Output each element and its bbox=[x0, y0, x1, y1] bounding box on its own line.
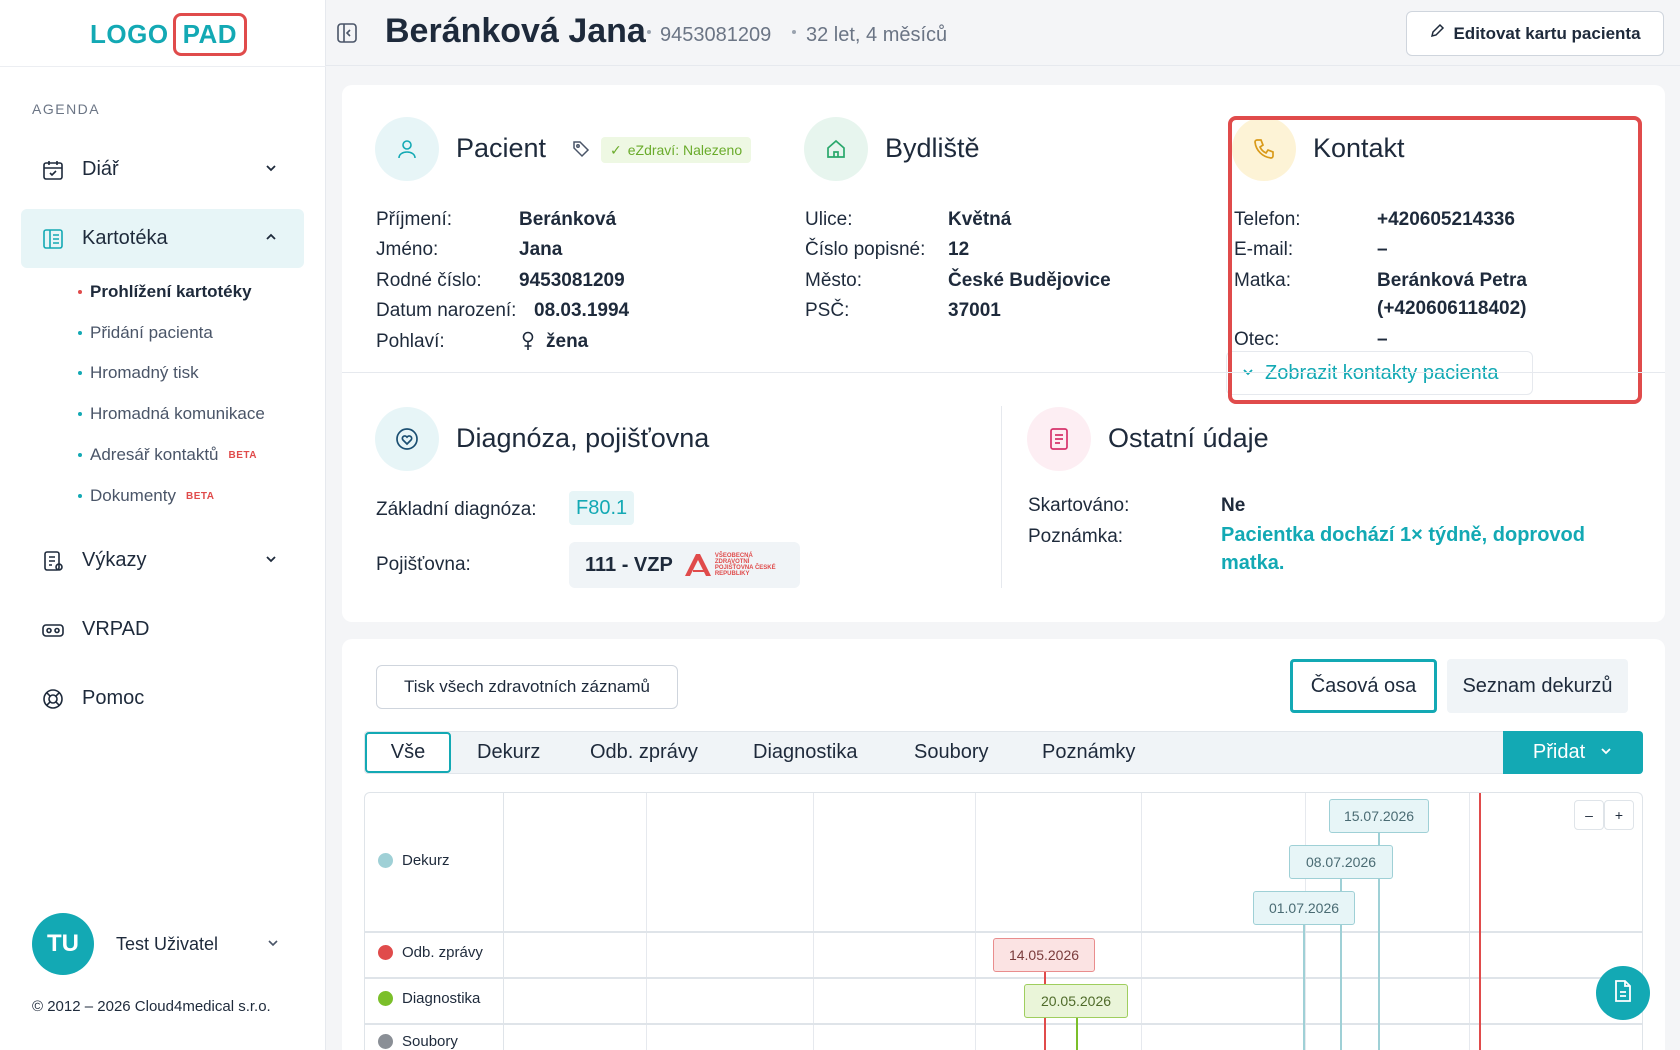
sidebar-toggle-icon[interactable] bbox=[336, 22, 358, 49]
tab-soubory[interactable]: Soubory bbox=[914, 741, 989, 763]
zoom-in-button[interactable]: + bbox=[1604, 800, 1634, 830]
sidebar-item-diar[interactable]: Diář bbox=[21, 140, 304, 199]
timeline-item[interactable]: 14.05.2026 bbox=[993, 938, 1095, 972]
chevron-down-icon bbox=[1599, 741, 1613, 764]
sidebar-subitem-prohlizeni[interactable]: Prohlížení kartotéky bbox=[78, 282, 252, 302]
document-icon bbox=[1027, 407, 1091, 471]
section-title-patient: Pacient bbox=[456, 133, 547, 163]
show-contacts-button[interactable]: Zobrazit kontakty pacienta bbox=[1226, 351, 1533, 395]
page-header: Beránková Jana 9453081209 32 let, 4 měsí… bbox=[326, 0, 1680, 66]
beta-badge: BETA bbox=[228, 449, 257, 461]
timeline-group-soubory: Soubory bbox=[378, 1033, 458, 1050]
chevron-down-icon bbox=[1241, 362, 1255, 385]
tab-poznamky[interactable]: Poznámky bbox=[1042, 741, 1136, 763]
surname-value: Beránková bbox=[519, 209, 617, 230]
mother-value: Beránková Petra bbox=[1377, 270, 1527, 291]
home-icon bbox=[804, 117, 868, 181]
records-tabbar bbox=[364, 731, 1643, 774]
patient-age: 32 let, 4 měsíců bbox=[806, 24, 948, 46]
timeline-group-odb-zpravy: Odb. zprávy bbox=[378, 944, 483, 961]
copyright: © 2012 – 2026 Cloud4medical s.r.o. bbox=[32, 998, 271, 1015]
gender-value: žena bbox=[546, 331, 589, 352]
pencil-icon bbox=[1429, 23, 1445, 44]
heart-shield-icon bbox=[375, 407, 439, 471]
timeline-item[interactable]: 20.05.2026 bbox=[1024, 984, 1128, 1018]
diagnosis-code[interactable]: F80.1 bbox=[569, 491, 635, 525]
chevron-down-icon bbox=[266, 936, 280, 953]
print-all-records-button[interactable]: Tisk všech zdravotních záznamů bbox=[376, 665, 678, 709]
logo[interactable]: LOGO PAD bbox=[90, 13, 248, 56]
vr-headset-icon bbox=[40, 617, 66, 643]
vzp-logo: VŠEOBECNÁ ZDRAVOTNÍ POJIŠŤOVNA ČESKÉ REP… bbox=[684, 553, 787, 577]
female-icon bbox=[520, 331, 536, 356]
add-record-button[interactable]: Přidat bbox=[1503, 731, 1643, 774]
page-title: Beránková Jana bbox=[385, 12, 646, 50]
sidebar-item-vrpad[interactable]: VRPAD bbox=[21, 600, 304, 659]
shredded-value: Ne bbox=[1221, 495, 1246, 516]
avatar: TU bbox=[32, 913, 94, 975]
sidebar-subitem-adresar[interactable]: Adresář kontaktů BETA bbox=[78, 445, 257, 465]
user-icon bbox=[375, 117, 439, 181]
email-value: – bbox=[1377, 239, 1388, 260]
tab-diagnostika[interactable]: Diagnostika bbox=[753, 741, 858, 763]
sidebar-subitem-hromadny-tisk[interactable]: Hromadný tisk bbox=[78, 363, 199, 383]
mother-phone-value: (+420606118402) bbox=[1377, 298, 1527, 319]
chevron-down-icon bbox=[264, 552, 284, 569]
father-value: – bbox=[1377, 329, 1388, 350]
phone-icon bbox=[1232, 117, 1296, 181]
sidebar-subitem-hromadna-komunikace[interactable]: Hromadná komunikace bbox=[78, 404, 265, 424]
report-icon bbox=[40, 548, 66, 574]
user-menu[interactable]: TU Test Uživatel bbox=[32, 913, 280, 975]
records-timeline[interactable]: Dekurz Odb. zprávy Diagnostika Soubory 1… bbox=[364, 792, 1643, 1050]
birthdate-value: 08.03.1994 bbox=[534, 300, 630, 321]
user-name: Test Uživatel bbox=[116, 933, 219, 954]
timeline-item[interactable]: 08.07.2026 bbox=[1289, 845, 1393, 879]
list-view-button[interactable]: Seznam dekurzů bbox=[1447, 659, 1628, 713]
section-title-address: Bydliště bbox=[885, 133, 980, 163]
sidebar-subitem-pridani[interactable]: Přidání pacienta bbox=[78, 323, 213, 343]
calendar-icon bbox=[40, 157, 66, 183]
sidebar-subitem-dokumenty[interactable]: Dokumenty BETA bbox=[78, 486, 214, 506]
today-marker bbox=[1479, 793, 1481, 1050]
timeline-group-dekurz: Dekurz bbox=[378, 852, 450, 869]
sidebar-item-vykazy[interactable]: Výkazy bbox=[21, 531, 304, 590]
section-title-contact: Kontakt bbox=[1313, 133, 1405, 163]
tab-odb-zpravy[interactable]: Odb. zprávy bbox=[590, 741, 698, 763]
sidebar-item-kartoteka[interactable]: Kartotéka bbox=[21, 209, 304, 268]
zoom-out-button[interactable]: – bbox=[1574, 800, 1604, 830]
tab-dekurz[interactable]: Dekurz bbox=[477, 741, 541, 763]
edit-patient-button[interactable]: Editovat kartu pacienta bbox=[1406, 11, 1664, 56]
ezdravi-badge: ✓ eZdraví: Nalezeno bbox=[601, 137, 752, 163]
beta-badge: BETA bbox=[185, 490, 215, 502]
insurer-value: 111 - VZP VŠEOBECNÁ ZDRAVOTNÍ POJIŠŤOVNA… bbox=[569, 542, 800, 588]
chevron-down-icon bbox=[264, 161, 284, 178]
section-divider bbox=[1001, 406, 1002, 588]
sidebar-item-pomoc[interactable]: Pomoc bbox=[21, 669, 304, 728]
lifebuoy-icon bbox=[40, 686, 66, 712]
note-value: Pacientka dochází 1× týdně, doprovod mat… bbox=[1221, 524, 1585, 574]
tab-vse[interactable]: Vše bbox=[365, 732, 451, 773]
section-title-diagnosis: Diagnóza, pojišťovna bbox=[456, 423, 710, 453]
tag-icon[interactable] bbox=[572, 140, 590, 163]
sidebar-divider bbox=[0, 66, 326, 67]
sidebar-section-title: AGENDA bbox=[32, 101, 101, 117]
card-file-icon bbox=[40, 226, 66, 252]
birth-number: 9453081209 bbox=[660, 24, 772, 46]
phone-value: +420605214336 bbox=[1377, 209, 1515, 230]
timeline-item[interactable]: 15.07.2026 bbox=[1329, 799, 1429, 833]
chevron-up-icon bbox=[264, 230, 284, 247]
sidebar: LOGO PAD AGENDA Diář Kartotéka Prohlížen… bbox=[0, 0, 326, 1050]
section-divider bbox=[342, 372, 1665, 373]
contact-highlight-frame bbox=[1228, 116, 1642, 404]
document-icon bbox=[1612, 979, 1634, 1008]
section-title-other: Ostatní údaje bbox=[1108, 423, 1269, 453]
timeline-item[interactable]: 01.07.2026 bbox=[1253, 891, 1355, 925]
quick-document-button[interactable] bbox=[1596, 966, 1650, 1020]
firstname-value: Jana bbox=[519, 239, 563, 260]
check-icon: ✓ bbox=[610, 141, 622, 158]
timeline-view-button[interactable]: Časová osa bbox=[1290, 659, 1437, 713]
timeline-group-diagnostika: Diagnostika bbox=[378, 990, 480, 1007]
birth-number-value: 9453081209 bbox=[519, 270, 625, 291]
